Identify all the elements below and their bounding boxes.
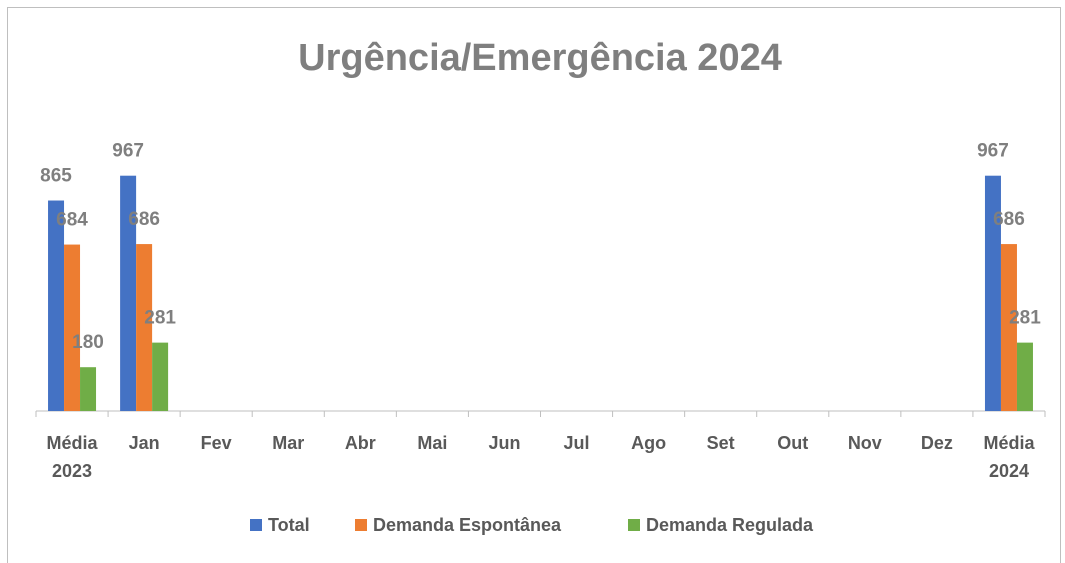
data-label: 281 — [144, 308, 176, 329]
bar — [136, 244, 153, 411]
x-tick-label-line: Média — [983, 433, 1035, 453]
x-tick-label: Ago — [631, 433, 666, 453]
legend-swatch — [355, 519, 367, 531]
data-label: 967 — [977, 141, 1009, 162]
x-tick-label: Média 2024 — [983, 433, 1035, 481]
x-tick-label: Out — [777, 433, 808, 453]
bar — [48, 200, 65, 411]
x-tick-label: Abr — [345, 433, 376, 453]
data-label: 967 — [112, 141, 144, 162]
data-label: 686 — [128, 209, 160, 230]
data-label: 684 — [56, 210, 88, 231]
bar — [120, 175, 137, 411]
x-tick-label-line: Média — [47, 433, 99, 453]
chart-frame — [7, 7, 1061, 563]
legend-label: Demanda Espontânea — [373, 515, 562, 535]
bar — [984, 175, 1001, 411]
x-tick-label: Jul — [564, 433, 590, 453]
bar — [152, 342, 169, 411]
x-tick-label: Mar — [272, 433, 304, 453]
data-label: 686 — [993, 209, 1025, 230]
x-tick-label: Dez — [921, 433, 953, 453]
legend-label: Demanda Regulada — [646, 515, 814, 535]
x-tick-label: Média 2023 — [47, 433, 99, 481]
data-label: 281 — [1009, 308, 1041, 329]
x-tick-label: Jan — [129, 433, 160, 453]
legend-swatch — [250, 519, 262, 531]
x-tick-label-line: 2023 — [52, 461, 92, 481]
data-label: 865 — [40, 166, 72, 187]
bar — [80, 367, 97, 411]
legend-swatch — [628, 519, 640, 531]
x-tick-label: Nov — [848, 433, 882, 453]
legend-label: Total — [268, 515, 310, 535]
x-tick-label: Set — [707, 433, 735, 453]
bar — [64, 244, 81, 411]
bar — [1000, 244, 1017, 411]
x-tick-label: Fev — [201, 433, 232, 453]
bar — [1016, 342, 1033, 411]
x-tick-label-line: 2024 — [989, 461, 1029, 481]
chart-title: Urgência/Emergência 2024 — [298, 37, 782, 79]
x-tick-label: Jun — [488, 433, 520, 453]
x-tick-label: Mai — [417, 433, 447, 453]
data-label: 180 — [72, 332, 104, 353]
